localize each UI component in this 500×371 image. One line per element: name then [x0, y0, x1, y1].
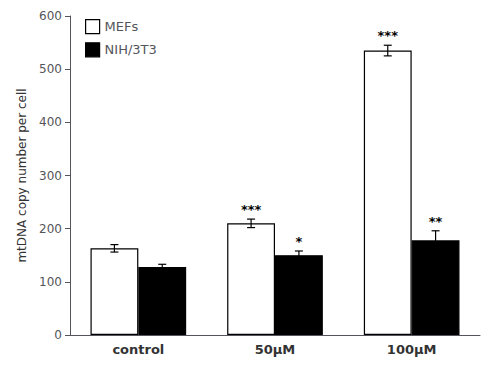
svg-text:500: 500	[39, 62, 62, 76]
svg-text:control: control	[112, 342, 164, 357]
svg-text:mtDNA copy number per cell: mtDNA copy number per cell	[15, 88, 29, 262]
svg-text:0: 0	[54, 328, 62, 342]
svg-text:50μM: 50μM	[255, 342, 296, 357]
svg-text:600: 600	[39, 9, 62, 23]
svg-text:**: **	[429, 214, 443, 229]
svg-text:*: *	[296, 234, 303, 249]
svg-text:NIH/3T3: NIH/3T3	[105, 42, 157, 57]
svg-text:***: ***	[378, 28, 399, 43]
svg-text:400: 400	[39, 115, 62, 129]
svg-text:MEFs: MEFs	[105, 19, 139, 34]
svg-text:***: ***	[241, 202, 262, 217]
svg-text:100μM: 100μM	[387, 342, 437, 357]
svg-text:100: 100	[39, 275, 62, 289]
svg-text:200: 200	[39, 222, 62, 236]
svg-text:300: 300	[39, 169, 62, 183]
